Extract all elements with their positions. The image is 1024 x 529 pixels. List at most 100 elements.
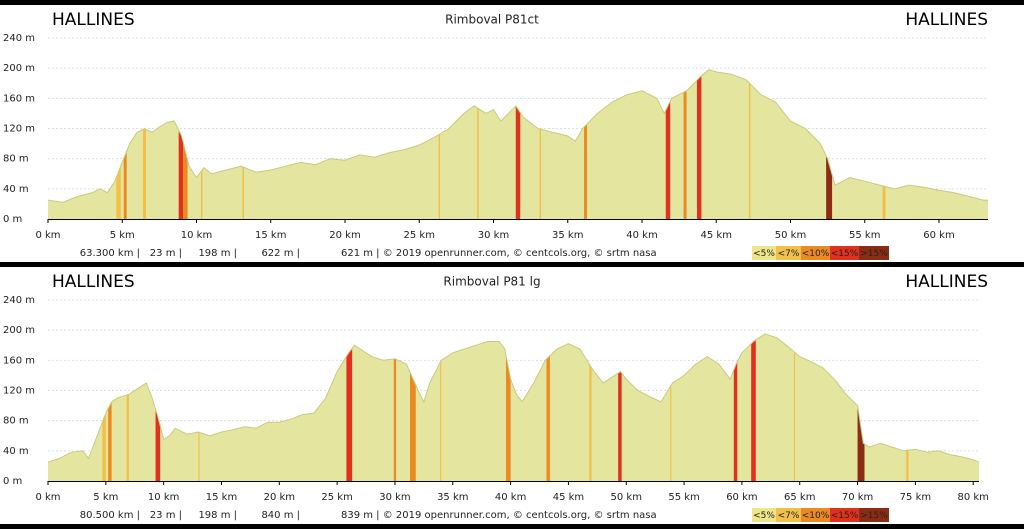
- x-tick-label: 70 km: [842, 492, 873, 503]
- y-tick-label: 80 m: [3, 416, 29, 427]
- legend-label: <15%: [831, 249, 859, 259]
- y-tick-label: 240 m: [3, 295, 35, 306]
- grade-band: [440, 333, 442, 481]
- legend-swatch: [776, 246, 801, 260]
- grade-band: [393, 333, 397, 481]
- elevation-line: [47, 69, 988, 203]
- y-tick-label: 160 m: [3, 93, 35, 104]
- legend-swatch: [752, 246, 776, 260]
- x-tick-label: 30 km: [379, 492, 410, 503]
- x-tick-label: 20 km: [329, 230, 360, 241]
- grade-band: [670, 333, 672, 481]
- y-tick-label: 160 m: [3, 355, 35, 366]
- start-label: HALLINES: [52, 272, 135, 292]
- x-tick-label: 75 km: [900, 492, 931, 503]
- y-tick-label: 120 m: [3, 386, 35, 397]
- grade-band: [108, 333, 112, 481]
- y-tick-label: 0 m: [3, 214, 22, 225]
- footer-item: 840 m |: [261, 510, 300, 521]
- grade-band: [665, 69, 671, 219]
- legend-swatch: [859, 246, 889, 260]
- x-tick-label: 50 km: [775, 230, 806, 241]
- elevation-line: [47, 333, 980, 463]
- y-tick-label: 40 m: [3, 446, 29, 457]
- x-tick-label: 30 km: [478, 230, 509, 241]
- grade-band: [477, 69, 479, 219]
- legend-label: <7%: [778, 511, 800, 521]
- grade-band: [751, 333, 756, 481]
- x-tick-label: 55 km: [668, 492, 699, 503]
- grade-band: [793, 333, 796, 481]
- x-tick-label: 60 km: [726, 492, 757, 503]
- x-tick-label: 35 km: [552, 230, 583, 241]
- grade-band: [748, 69, 751, 219]
- end-label: HALLINES: [905, 10, 988, 30]
- footer-item: 622 m |: [261, 248, 300, 259]
- legend-swatch: [752, 508, 776, 522]
- grade-band: [618, 333, 622, 481]
- legend-swatch: [776, 508, 801, 522]
- x-tick-label: 10 km: [148, 492, 179, 503]
- x-tick-label: 45 km: [553, 492, 584, 503]
- chart-title: Rimboval P81ct: [445, 13, 539, 27]
- start-label: HALLINES: [52, 10, 135, 30]
- y-tick-label: 200 m: [3, 325, 35, 336]
- legend-label: <7%: [778, 249, 800, 259]
- grade-band: [346, 333, 353, 481]
- x-tick-label: 25 km: [321, 492, 352, 503]
- grade-band: [515, 69, 521, 219]
- x-tick-label: 40 km: [495, 492, 526, 503]
- grade-band: [539, 69, 542, 219]
- legend-label: <5%: [753, 249, 775, 259]
- x-tick-label: 5 km: [110, 230, 135, 241]
- y-tick-label: 0 m: [3, 476, 22, 487]
- grade-band: [178, 69, 184, 219]
- x-tick-label: 65 km: [784, 492, 815, 503]
- x-tick-label: 10 km: [181, 230, 212, 241]
- x-tick-label: 50 km: [611, 492, 642, 503]
- x-tick-label: 5 km: [93, 492, 118, 503]
- y-tick-label: 40 m: [3, 184, 29, 195]
- x-tick-label: 0 km: [35, 230, 60, 241]
- footer-item: 839 m | © 2019 openrunner.com, © centcol…: [341, 510, 657, 521]
- grade-band: [696, 69, 702, 219]
- grade-band: [198, 333, 200, 481]
- chart-title: Rimboval P81 lg: [443, 275, 540, 289]
- x-tick-label: 0 km: [35, 492, 60, 503]
- x-tick-label: 15 km: [255, 230, 286, 241]
- footer-item: 198 m |: [198, 248, 237, 259]
- x-tick-label: 60 km: [923, 230, 954, 241]
- legend-label: >15%: [860, 511, 888, 521]
- legend-swatch: [830, 508, 859, 522]
- x-tick-label: 15 km: [206, 492, 237, 503]
- legend-label: <10%: [802, 511, 830, 521]
- grade-band: [143, 69, 147, 219]
- x-tick-label: 80 km: [957, 492, 988, 503]
- profile-chart: HALLINES HALLINES Rimboval P81ct 0 m 40 m 80 …: [0, 5, 1024, 262]
- footer-item: 621 m | © 2019 openrunner.com, © centcol…: [341, 248, 657, 259]
- x-tick-label: 55 km: [849, 230, 880, 241]
- grade-band: [126, 333, 129, 481]
- legend-label: >15%: [860, 249, 888, 259]
- grade-band: [589, 333, 592, 481]
- x-tick-label: 25 km: [404, 230, 435, 241]
- grade-band: [546, 333, 550, 481]
- y-tick-label: 240 m: [3, 33, 35, 44]
- footer-item: 23 m |: [150, 510, 182, 521]
- x-tick-label: 45 km: [701, 230, 732, 241]
- footer-item: 80.500 km |: [80, 510, 140, 521]
- grade-band: [242, 69, 245, 219]
- grade-band: [584, 69, 588, 219]
- grade-band: [438, 69, 441, 219]
- end-label: HALLINES: [905, 272, 988, 292]
- footer-item: 63.300 km |: [80, 248, 140, 259]
- y-tick-label: 80 m: [3, 154, 29, 165]
- legend-swatch: [859, 508, 889, 522]
- profile-chart: HALLINES HALLINES Rimboval P81 lg 0 m 40 m 80…: [0, 267, 1024, 524]
- grade-band: [733, 333, 738, 481]
- legend-label: <5%: [753, 511, 775, 521]
- legend-label: <15%: [831, 511, 859, 521]
- legend-label: <10%: [802, 249, 830, 259]
- footer-item: 23 m |: [150, 248, 182, 259]
